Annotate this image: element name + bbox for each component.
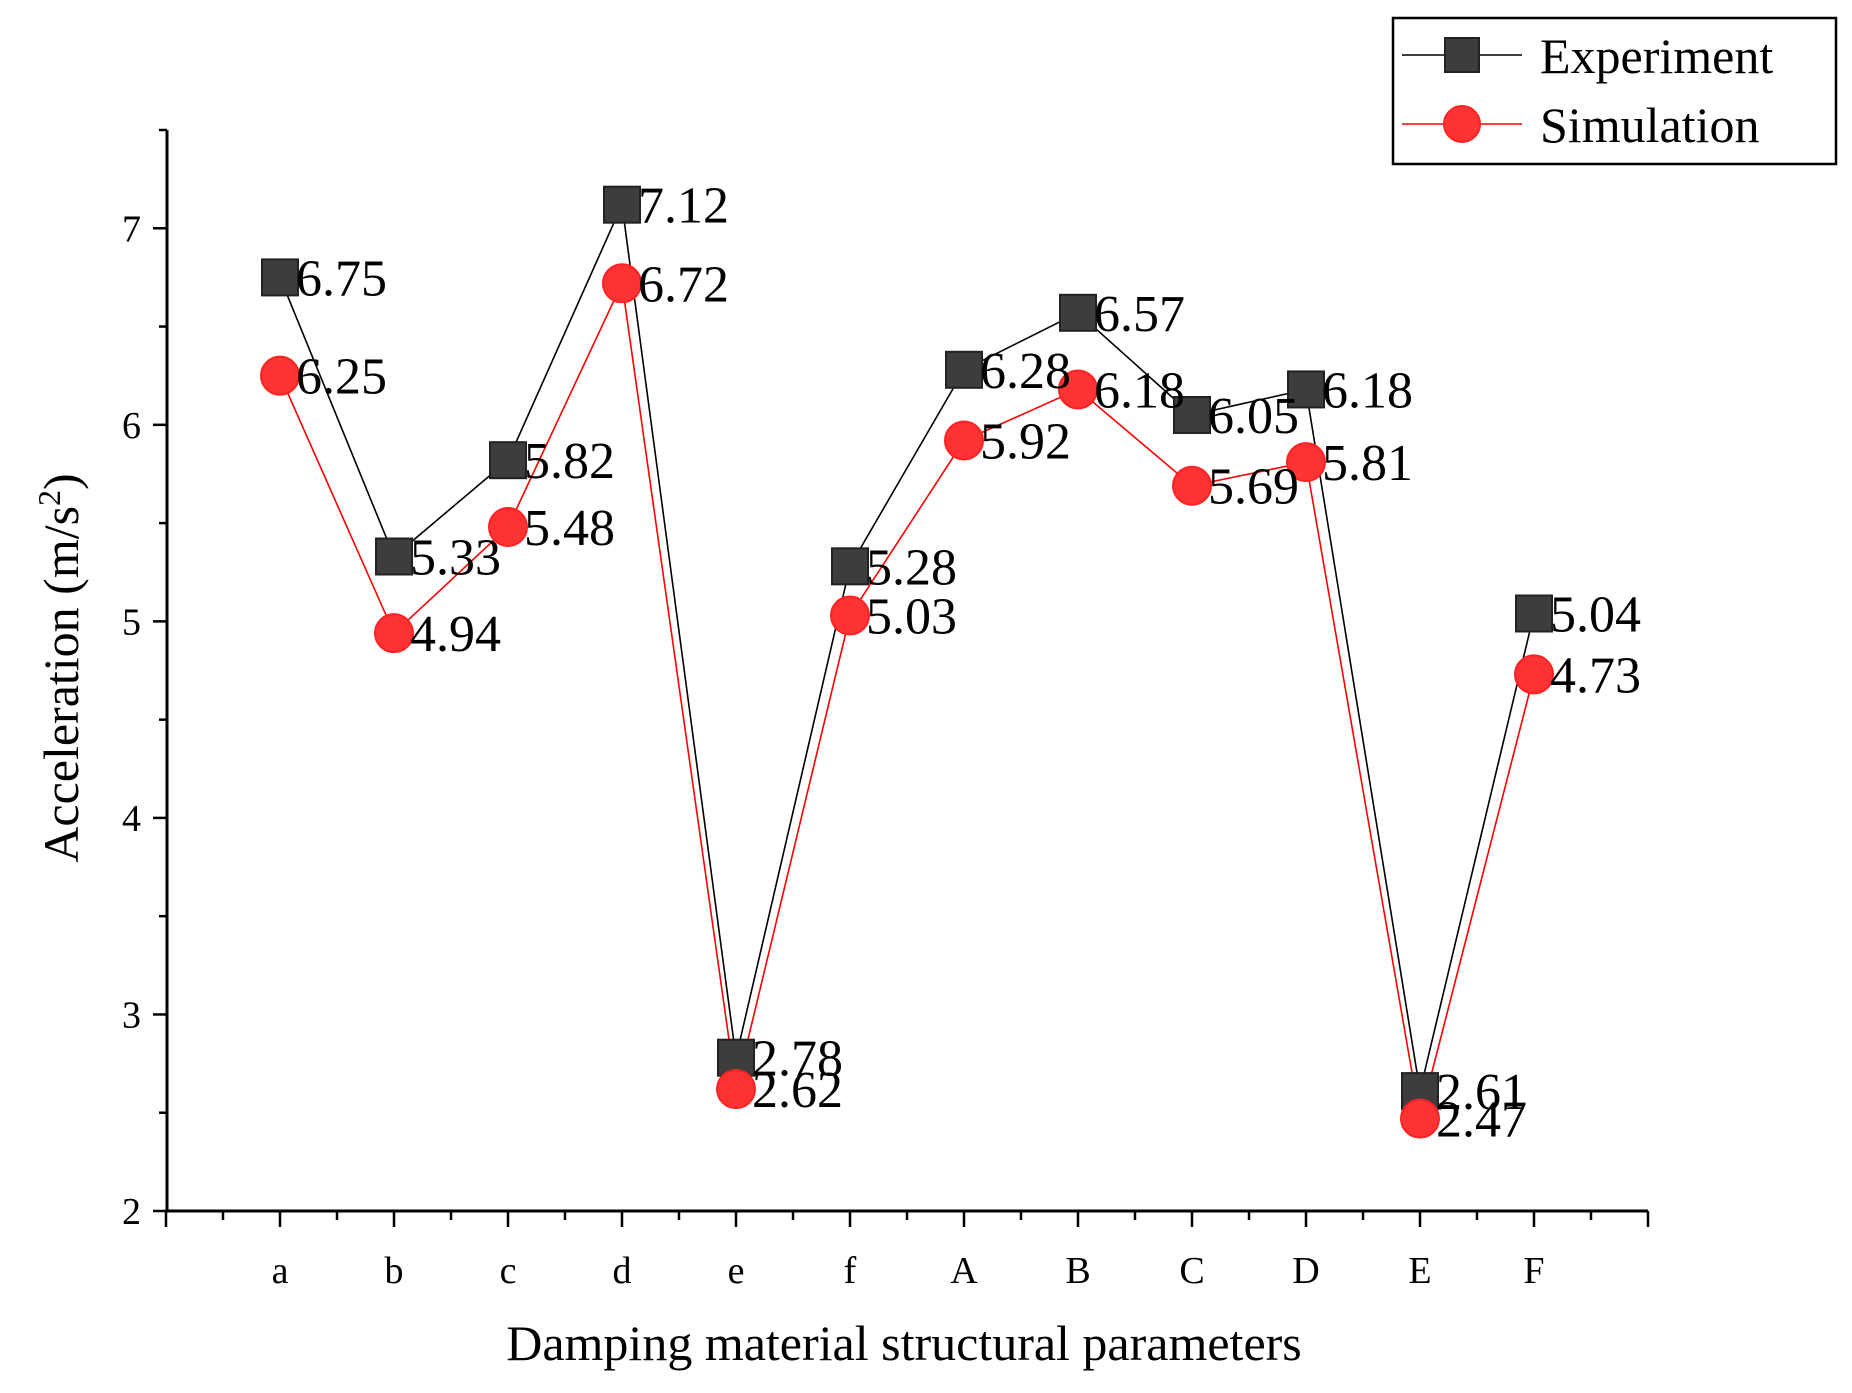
legend-experiment-marker [1444,37,1480,73]
y-axis-title-end: ) [33,473,89,490]
simulation-point [1514,654,1554,695]
x-tick-label: a [272,1250,289,1292]
simulation-point [716,1069,756,1110]
x-tick-label: e [728,1250,745,1292]
simulation-point [374,613,414,654]
x-tick-label: c [500,1250,517,1292]
experiment-data-label: 2.61 [1436,1064,1527,1121]
x-tick-label: d [613,1250,632,1292]
x-tick-label: E [1408,1250,1431,1292]
experiment-point [831,547,869,586]
x-tick-label: A [950,1250,978,1292]
y-tick-label: 6 [122,405,141,447]
x-tick-label: C [1179,1250,1204,1292]
simulation-point [1400,1098,1440,1139]
simulation-data-label: 6.18 [1094,362,1185,419]
experiment-point [603,185,641,224]
axes: 2 3 4 5 6 7 a b c d e f A B C D E F [122,128,1650,1292]
experiment-point [261,258,299,297]
simulation-data-label: 6.72 [638,256,729,313]
y-tick-label: 3 [122,994,141,1036]
simulation-point [830,595,870,636]
simulation-data-label: 5.81 [1322,435,1413,492]
experiment-point [375,537,413,576]
simulation-data-label: 2.62 [752,1062,843,1119]
experiment-point [489,441,527,480]
simulation-point [260,355,300,396]
legend: Experiment Simulation [1391,16,1838,166]
y-axis-title-superscript: 2 [31,490,67,506]
simulation-data-label: 5.48 [524,500,615,557]
x-tick-label: F [1523,1250,1544,1292]
experiment-data-label: 6.75 [296,250,387,307]
y-tick-label: 5 [122,601,141,643]
x-tick-label: b [385,1250,404,1292]
simulation-point [1172,465,1212,506]
y-tick-label: 4 [122,798,141,840]
x-axis-title: Damping material structural parameters [506,1315,1302,1371]
x-tick-label: f [844,1250,857,1292]
simulation-data-label: 4.94 [410,606,501,663]
experiment-data-label: 2.78 [752,1031,843,1088]
experiment-data-label: 6.28 [980,343,1071,400]
legend-simulation-label: Simulation [1540,97,1759,153]
experiment-data-label: 5.04 [1550,587,1641,644]
experiment-data-label: 5.28 [866,539,957,596]
experiment-point [1515,594,1553,633]
experiment-data-label: 6.18 [1322,362,1413,419]
simulation-point [944,420,984,461]
simulation-data-label: 6.25 [296,349,387,406]
experiment-point [945,350,983,389]
y-axis-title: Acceleration (m/s2) [31,473,89,862]
series-line-simulation [279,280,1535,1119]
simulation-point [1058,369,1098,410]
y-tick-label: 2 [122,1191,141,1233]
legend-experiment-label: Experiment [1540,28,1773,84]
experiment-data-label: 6.57 [1094,286,1185,343]
experiment-data-label: 7.12 [638,178,729,235]
simulation-point [1286,442,1326,483]
simulation-point [602,263,642,304]
experiment-point [1059,293,1097,332]
experiment-data-label: 5.33 [410,530,501,587]
x-tick-label: B [1065,1250,1090,1292]
simulation-data-label: 2.47 [1436,1092,1527,1149]
y-axis-title-main: Acceleration (m/s [33,506,89,863]
experiment-data-label: 6.05 [1208,388,1299,445]
simulation-data-label: 5.69 [1208,459,1299,516]
experiment-point [1173,395,1211,434]
data-labels: 6.75 5.33 5.82 7.12 2.78 5.28 6.28 6.57 6.05 6.18… [296,178,1641,1149]
experiment-point [1287,370,1325,409]
series-markers [260,185,1554,1139]
simulation-data-label: 5.03 [866,588,957,645]
y-tick-label: 7 [122,208,141,250]
simulation-point [488,507,528,548]
simulation-data-label: 4.73 [1550,647,1641,704]
experiment-data-label: 5.82 [524,433,615,490]
simulation-data-label: 5.92 [980,414,1071,471]
legend-simulation-marker [1443,105,1481,143]
x-tick-label: D [1292,1250,1319,1292]
